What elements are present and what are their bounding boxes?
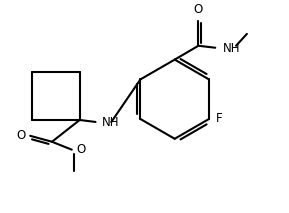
Text: NH: NH <box>101 117 119 130</box>
Text: NH: NH <box>223 42 241 55</box>
Text: O: O <box>77 143 86 156</box>
Text: O: O <box>16 129 25 142</box>
Text: F: F <box>216 112 223 125</box>
Text: O: O <box>194 3 203 16</box>
